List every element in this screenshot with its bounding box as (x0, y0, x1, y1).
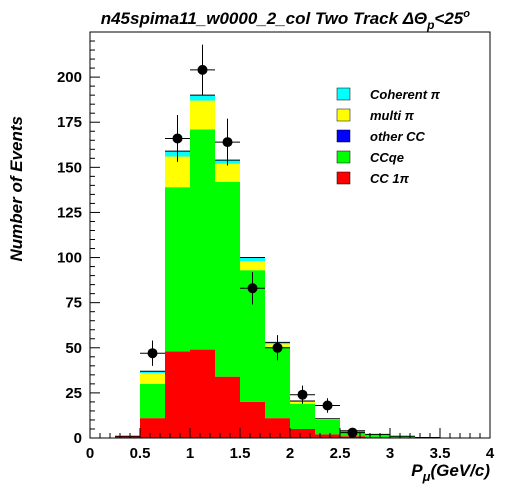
legend-swatch (336, 150, 351, 164)
bar-multi-pi-bin-1 (140, 373, 165, 384)
y-tick-label: 100 (57, 250, 82, 267)
bar-cc1pi-bin-1 (140, 418, 165, 438)
bar-ccqe-bin-7 (290, 403, 315, 429)
data-point-5 (265, 335, 290, 361)
bar-ccqe-bin-10 (365, 434, 390, 438)
histogram-bars (115, 94, 440, 438)
data-point-3 (215, 118, 240, 166)
data-points (140, 44, 365, 438)
y-tick-label: 0 (74, 430, 82, 447)
data-point-6 (290, 385, 315, 404)
y-tick-label: 75 (65, 295, 82, 312)
bar-multi-pi-bin-3 (190, 100, 215, 130)
bar-ccqe-bin-4 (215, 181, 240, 377)
x-tick-label: 2.5 (330, 445, 351, 462)
bar-cc1pi-bin-0 (115, 436, 140, 438)
axes: 0 0.5 1 1.5 2 2.5 3 3.5 4 0 25 50 75 100 125 150 175 200 (57, 31, 495, 462)
bar-ccqe-bin-3 (190, 129, 215, 350)
x-tick-label: 1.5 (230, 445, 251, 462)
legend-label: CCqe (370, 150, 404, 165)
legend-entry-2: other CC (336, 129, 426, 144)
legend-entry-3: CCqe (336, 150, 404, 165)
x-tick-label: 0.5 (130, 445, 151, 462)
legend-entry-0: Coherent π (336, 87, 441, 102)
legend-entry-1: multi π (336, 108, 415, 123)
y-tick-label: 150 (57, 159, 82, 176)
bar-cc1pi-bin-5 (240, 401, 265, 438)
bar-coherent-pi-bin-1 (140, 371, 165, 374)
y-axis-label: Number of Events (7, 116, 26, 261)
bar-multi-pi-bin-4 (215, 163, 240, 182)
bar-cc1pi-bin-7 (290, 428, 315, 438)
bar-ccqe-bin-8 (315, 419, 340, 435)
bar-cc1pi-bin-6 (265, 418, 290, 438)
bar-cc1pi-bin-8 (315, 434, 340, 438)
chart-title: n45spima11_w0000_2_col Two Track ΔΘp<25o (101, 8, 471, 32)
data-point-7 (315, 398, 340, 413)
legend: Coherent π multi π other CC CCqe CC 1π (336, 87, 441, 186)
bar-ccqe-bin-2 (165, 187, 190, 352)
bar-cc1pi-bin-2 (165, 351, 190, 438)
bar-ccqe-bin-11 (390, 436, 415, 438)
legend-swatch (336, 87, 351, 101)
y-tick-label: 50 (65, 340, 82, 357)
x-axis-label: Pμ(GeV/c) (411, 461, 490, 484)
legend-swatch (336, 108, 351, 122)
legend-label: other CC (370, 129, 426, 144)
bar-cc1pi-bin-3 (190, 349, 215, 438)
data-point-4 (240, 271, 265, 305)
x-tick-label: 3 (386, 445, 394, 462)
bar-multi-pi-bin-5 (240, 261, 265, 271)
x-tick-label: 4 (486, 445, 495, 462)
data-point-0 (140, 340, 165, 366)
legend-label: multi π (370, 108, 415, 123)
bar-ccqe-bin-1 (140, 383, 165, 419)
legend-label: Coherent π (370, 87, 441, 102)
data-point-1 (165, 115, 190, 162)
bar-coherent-pi-bin-5 (240, 257, 265, 262)
legend-swatch (336, 171, 351, 185)
legend-label: CC 1π (370, 171, 410, 186)
y-tick-label: 125 (57, 204, 82, 221)
bar-multi-pi-bin-8 (315, 419, 340, 420)
y-tick-label: 200 (57, 69, 82, 86)
y-tick-label: 175 (57, 114, 82, 131)
x-tick-label: 1 (186, 445, 194, 462)
data-point-2 (190, 44, 215, 96)
x-tick-label: 0 (86, 445, 94, 462)
x-tick-label: 2 (286, 445, 294, 462)
legend-entry-4: CC 1π (336, 171, 410, 186)
bar-cc1pi-bin-4 (215, 376, 240, 438)
y-tick-label: 25 (65, 385, 82, 402)
legend-swatch (336, 129, 351, 143)
bar-coherent-pi-bin-3 (190, 95, 215, 101)
x-tick-label: 3.5 (430, 445, 451, 462)
